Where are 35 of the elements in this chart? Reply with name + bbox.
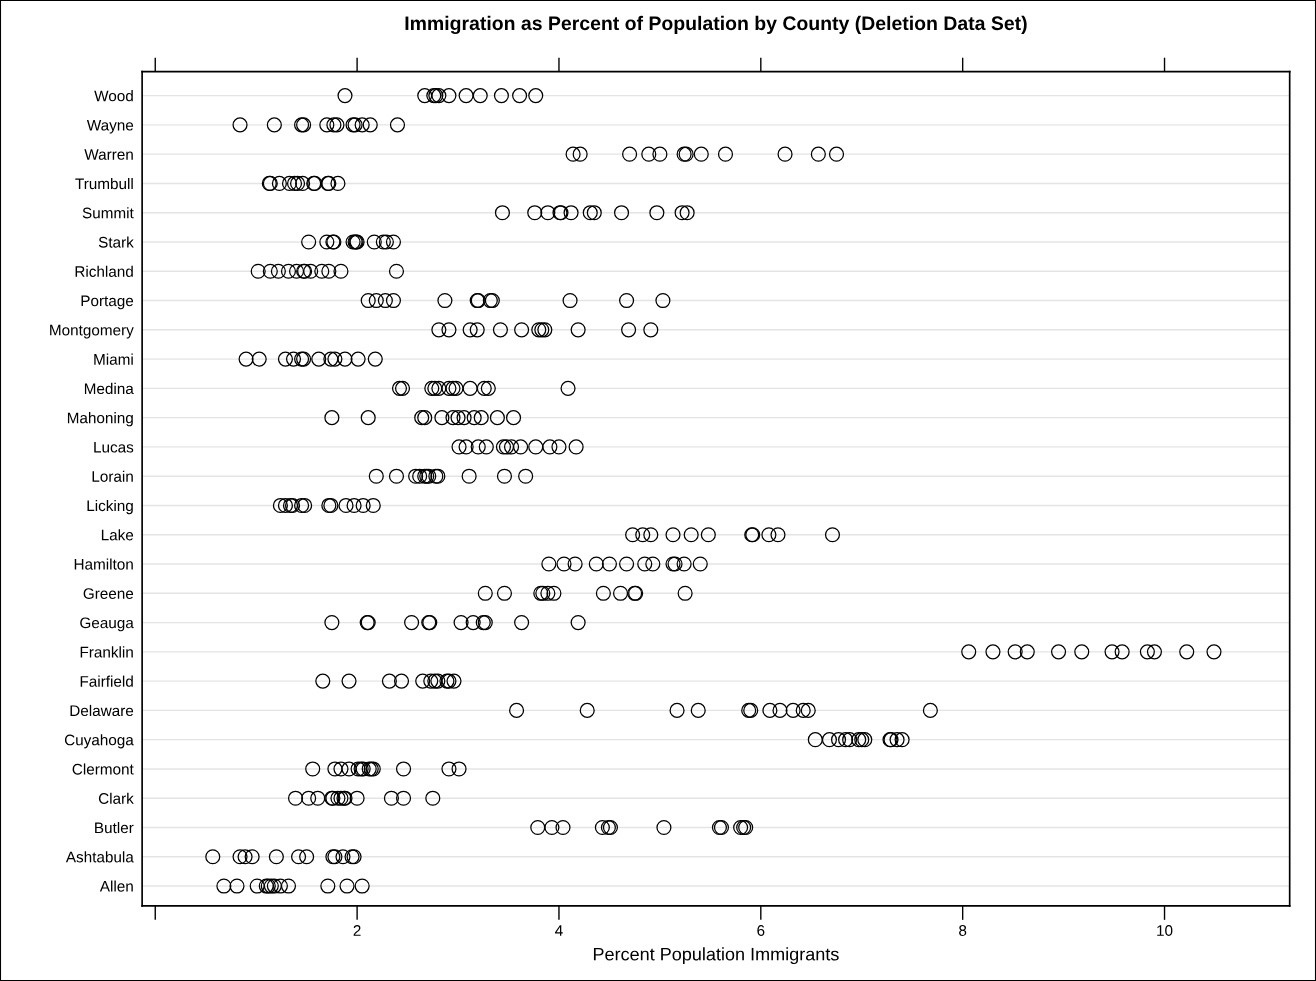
x-tick-label: 2 [353,925,361,936]
x-tick-label: 10 [1157,925,1173,936]
y-tick-label: Ashtabula [65,851,134,863]
y-tick-label: Medina [84,382,134,395]
y-tick-label: Trumbull [75,177,133,190]
y-tick-label: Delaware [70,704,134,717]
y-tick-label: Stark [98,236,134,248]
x-tick-label: 4 [555,925,563,936]
y-tick-label: Greene [83,588,134,599]
y-tick-label: Clermont [72,763,134,775]
y-tick-label: Montgomery [50,324,134,339]
y-tick-label: Licking [87,499,133,515]
y-tick-label: Geauga [80,617,134,632]
y-tick-label: Portage [81,295,134,310]
chart-title: Immigration as Percent of Population by County (Deletion Data Set) [405,15,1027,35]
y-tick-label: Richland [75,265,133,277]
y-tick-label: Cuyahoga [64,734,134,749]
y-tick-label: Franklin [80,646,133,658]
y-tick-label: Lorain [92,470,133,482]
y-tick-label: Summit [82,207,134,219]
y-tick-label: Butler [95,821,134,834]
y-tick-label: Mahoning [67,412,133,427]
y-tick-label: Warren [84,149,133,160]
y-tick-label: Hamilton [74,558,133,570]
y-tick-label: Lucas [94,441,134,453]
y-tick-label: Wayne [86,119,134,134]
y-tick-label: Wood [94,90,133,102]
y-tick-label: Fairfield [80,675,133,687]
y-tick-label: Miami [94,353,133,365]
y-tick-label: Clark [98,792,134,804]
y-tick-label: Allen [99,880,133,892]
y-tick-label: Lake [101,529,134,541]
x-tick-label: 6 [757,925,765,936]
x-tick-label: 8 [959,925,967,936]
x-axis-title: Percent Population Immigrants [593,947,839,965]
